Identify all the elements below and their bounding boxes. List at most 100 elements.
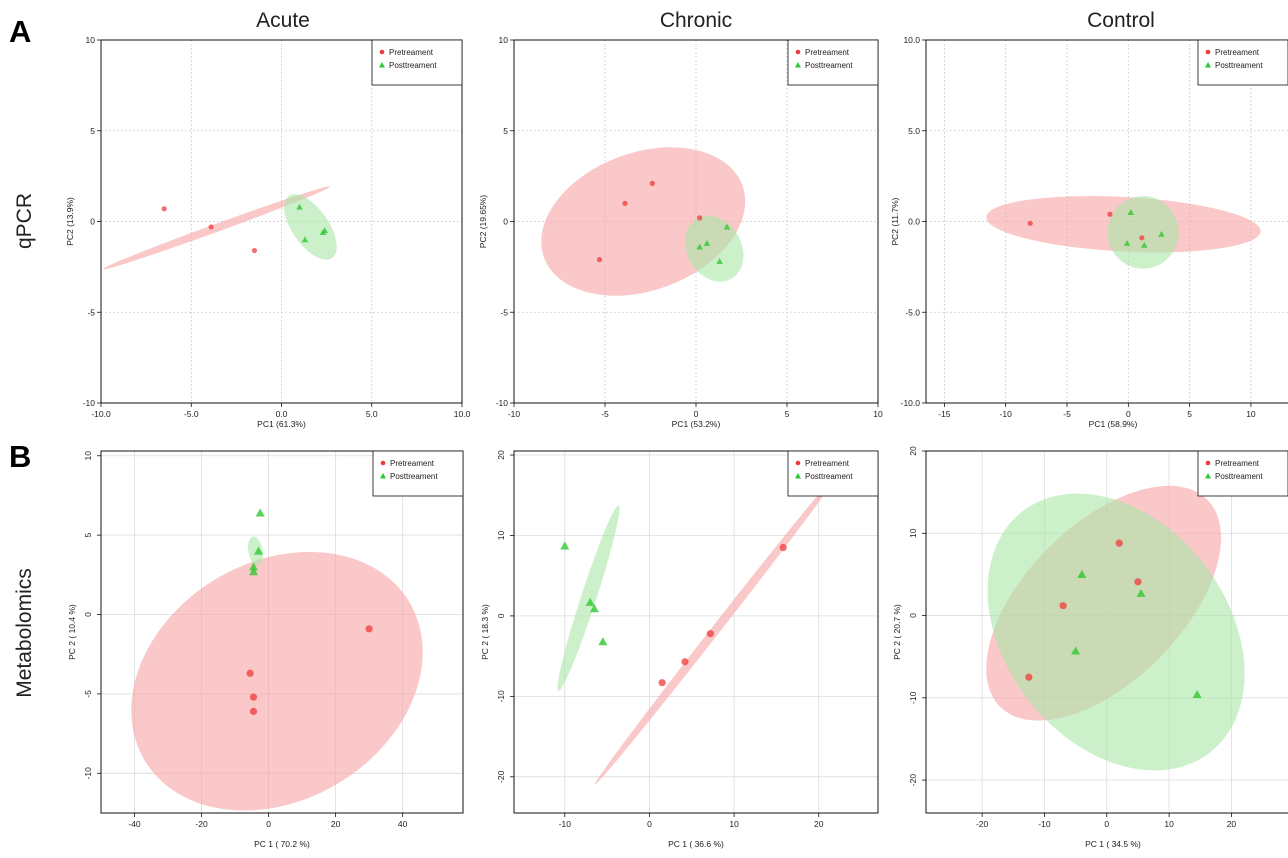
y-tick-label: 5: [83, 533, 93, 538]
y-tick-label: 0.0: [908, 217, 920, 227]
x-axis-label: PC1 (61.3%): [257, 419, 306, 429]
panel-acute-qpcr: -10.0 -5.0 0.0 5.0 10.0 -10 -5 0 5 10 PC1 (61.3%) P…: [65, 35, 471, 429]
y-tick-label: 10: [496, 530, 506, 540]
data-point-posttreatment: [703, 240, 711, 246]
legend-label-posttreatment: Posttreament: [1215, 61, 1263, 70]
panel-chronic-qpcr: -10 -5 0 5 10 -10 -5 0 5 10 PC1 (53.2%) PC2 (19.65%…: [478, 35, 883, 429]
y-tick-label: 10: [83, 451, 93, 461]
x-tick-label: 0: [1104, 819, 1109, 829]
confidence-ellipse-posttreatment: [1107, 196, 1179, 269]
confidence-ellipse-posttreatment: [684, 215, 744, 282]
y-tick-label: 0: [908, 613, 918, 618]
legend-box: [787, 39, 879, 86]
data-point-pretreatment: [1107, 211, 1113, 217]
legend-label-pretreatment: Pretreament: [1215, 48, 1260, 57]
data-point-posttreatment: [723, 223, 731, 230]
legend-marker-pretreatment: [1205, 460, 1211, 466]
panel-label-b: B: [9, 439, 31, 474]
data-point-posttreatment: [1192, 690, 1202, 699]
y-tick-label: -10: [496, 690, 506, 703]
legend-marker-pretreatment: [795, 49, 801, 55]
legend-box: [1197, 39, 1288, 86]
data-point-posttreatment: [1136, 588, 1146, 597]
plot-frame: [513, 450, 879, 814]
data-point-pretreatment: [1139, 235, 1145, 241]
confidence-ellipse-pretreatment: [131, 551, 423, 811]
data-point-posttreatment: [1127, 209, 1135, 216]
legend-label-pretreatment: Pretreament: [1215, 459, 1260, 468]
y-tick-label: 0: [503, 217, 508, 227]
data-point-posttreatment: [1141, 241, 1148, 248]
y-tick-label: -5: [500, 307, 508, 317]
legend-marker-pretreatment: [380, 460, 386, 466]
data-point-pretreatment: [697, 215, 703, 221]
ellipse-layer: [986, 485, 1245, 771]
data-point-posttreatment: [321, 227, 329, 234]
data-point-posttreatment: [1077, 569, 1087, 579]
x-tick-label: 40: [398, 819, 408, 829]
x-tick-label: 0.0: [276, 409, 288, 419]
y-tick-label: 5.0: [908, 126, 920, 136]
y-tick-label: -10: [83, 767, 93, 780]
data-point-pretreatment: [1059, 602, 1067, 610]
data-point-pretreatment: [249, 693, 258, 701]
x-tick-label: 10: [1246, 409, 1256, 419]
y-axis-label: PC2 (13.9%): [65, 197, 75, 246]
data-point-posttreatment: [296, 203, 303, 210]
data-point-pretreatment: [706, 630, 714, 638]
y-tick-label: 0: [496, 613, 506, 618]
panel-label-a: A: [9, 14, 31, 49]
x-tick-label: 5: [1187, 409, 1192, 419]
y-axis-label: PC2 (19.65%): [478, 195, 488, 249]
ellipse-layer: [541, 147, 746, 296]
data-point-posttreatment: [560, 541, 570, 550]
y-tick-label: -20: [908, 774, 918, 787]
legend-marker-posttreatment: [1205, 473, 1211, 479]
y-tick-label: -10: [496, 398, 509, 408]
x-tick-label: 10: [729, 819, 739, 829]
column-title-acute: Acute: [256, 9, 310, 32]
panel-acute-metabolomics: -40 -20 0 20 40 -10 -5 0 5 10 PC 1 ( 70.2 %) PC 2 (…: [67, 450, 464, 849]
data-point-posttreatment: [589, 604, 599, 613]
data-point-posttreatment: [254, 546, 264, 555]
data-point-pretreatment: [246, 669, 254, 677]
y-tick-label: 10: [86, 35, 96, 45]
x-tick-label: -10: [1000, 409, 1013, 419]
panels: -10.0 -5.0 0.0 5.0 10.0 -10 -5 0 5 10 PC1 (61.3%) P…: [65, 35, 1288, 849]
ellipse-layer: [557, 471, 840, 785]
y-tick-label: -10.0: [901, 398, 921, 408]
data-point-pretreatment: [1115, 539, 1123, 547]
y-tick-label: -5: [83, 690, 93, 698]
data-point-pretreatment: [1134, 578, 1142, 586]
data-point-pretreatment: [596, 257, 603, 263]
x-tick-label: 0: [266, 819, 271, 829]
x-tick-label: 10.0: [454, 409, 471, 419]
confidence-ellipse-pretreatment: [594, 471, 840, 785]
data-point-posttreatment: [598, 637, 608, 646]
y-tick-label: 0: [90, 217, 95, 227]
data-point-pretreatment: [622, 200, 628, 206]
data-point-pretreatment: [1025, 673, 1033, 681]
y-tick-label: -10: [908, 691, 918, 704]
legend-label-posttreatment: Posttreament: [389, 61, 437, 70]
y-tick-label: -5.0: [905, 307, 920, 317]
legend-marker-posttreatment: [795, 62, 801, 68]
row-title-metabolomics: Metabolomics: [13, 568, 36, 698]
y-tick-label: 20: [496, 450, 506, 460]
legend-label-pretreatment: Pretreament: [389, 48, 434, 57]
x-tick-label: -15: [938, 409, 951, 419]
y-axis-label: PC 2 ( 20.7 %): [892, 604, 902, 660]
ellipse-layer: [102, 186, 337, 270]
data-point-posttreatment: [716, 258, 723, 265]
y-tick-label: 10: [499, 35, 509, 45]
x-tick-label: 0: [694, 409, 699, 419]
x-tick-label: -5.0: [184, 409, 199, 419]
y-tick-label: 5: [90, 126, 95, 136]
x-axis-label: PC 1 ( 34.5 %): [1085, 839, 1141, 849]
legend-marker-pretreatment: [1205, 49, 1211, 55]
y-tick-label: 0: [83, 612, 93, 617]
ellipse-layer: [986, 196, 1261, 269]
confidence-ellipse-pretreatment: [541, 147, 746, 296]
x-tick-label: -10: [559, 819, 572, 829]
